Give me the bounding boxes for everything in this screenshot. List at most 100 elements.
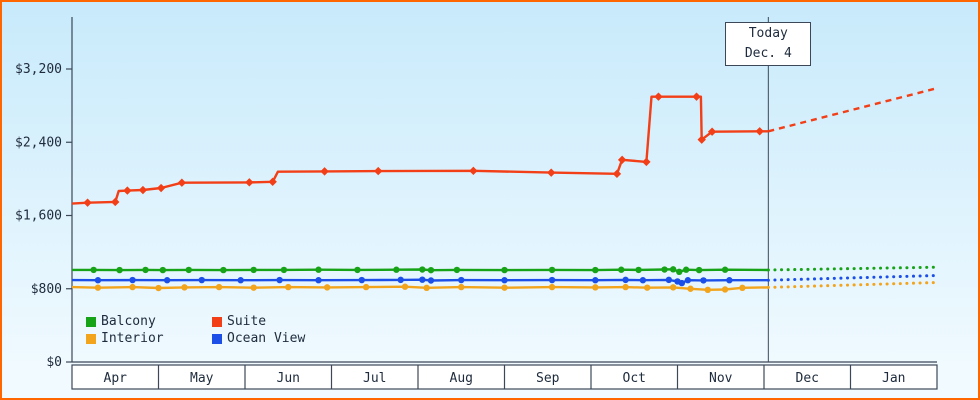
y-tick-label: $2,400 (15, 135, 62, 150)
marker-interior (285, 283, 292, 291)
marker-balcony (220, 266, 227, 274)
marker-ocean-view (397, 276, 404, 284)
legend-label-suite: Suite (227, 314, 267, 329)
series-line-suite (71, 95, 769, 205)
marker-ocean-view (419, 276, 426, 283)
marker-interior (548, 283, 556, 291)
marker-interior (458, 283, 465, 291)
marker-interior (94, 284, 102, 291)
marker-suite (642, 157, 651, 167)
marker-ocean-view (129, 276, 136, 284)
marker-balcony (280, 266, 288, 274)
marker-interior (622, 283, 629, 291)
marker-suite (111, 197, 120, 207)
month-label-apr: Apr (104, 371, 128, 386)
marker-interior (155, 284, 162, 292)
series-line-interior (71, 285, 769, 291)
y-tick-label: $3,200 (15, 62, 62, 77)
marker-suite (374, 166, 383, 176)
marker-suite (156, 183, 166, 193)
marker-suite (654, 92, 663, 101)
marker-suite (83, 198, 92, 207)
marker-balcony (185, 266, 192, 274)
month-label-jun: Jun (277, 371, 300, 386)
month-label-oct: Oct (623, 371, 646, 386)
series-forecast-balcony (766, 265, 939, 272)
legend-label-interior: Interior (101, 331, 164, 346)
month-label-sep: Sep (536, 371, 560, 386)
marker-interior (401, 283, 409, 290)
marker-suite (245, 178, 254, 187)
marker-balcony (90, 266, 97, 274)
series-forecast-suite (768, 87, 938, 133)
marker-suite (177, 178, 187, 187)
marker-suite (138, 185, 148, 195)
marker-ocean-view (678, 279, 686, 287)
marker-balcony (393, 266, 400, 273)
marker-balcony (676, 268, 683, 276)
month-label-jul: Jul (363, 371, 386, 386)
marker-balcony (116, 266, 123, 274)
marker-interior (181, 284, 188, 291)
marker-ocean-view (427, 277, 435, 284)
y-tick-label: $800 (31, 282, 62, 297)
marker-interior (739, 284, 746, 292)
legend-item-interior: Interior (86, 331, 212, 346)
marker-balcony (548, 266, 556, 274)
marker-interior (721, 286, 729, 293)
marker-suite (617, 155, 627, 165)
today-label-line2: Dec. 4 (744, 46, 792, 61)
marker-interior (215, 283, 223, 291)
marker-interior (250, 284, 257, 291)
marker-balcony (661, 266, 668, 273)
marker-interior (669, 284, 677, 291)
series-forecast-ocean-view (766, 274, 939, 282)
marker-ocean-view (726, 277, 733, 284)
legend-item-suite: Suite (212, 314, 305, 329)
marker-balcony (159, 266, 167, 274)
balcony-swatch-icon (86, 316, 96, 327)
marker-suite (697, 135, 706, 144)
marker-balcony (250, 266, 257, 274)
marker-balcony (501, 266, 508, 274)
month-label-nov: Nov (709, 371, 733, 386)
y-tick-label: $1,600 (15, 209, 62, 224)
suite-swatch-icon (212, 316, 222, 327)
today-marker-label: Today Dec. 4 (725, 22, 812, 66)
marker-interior (129, 283, 136, 291)
marker-suite (268, 177, 277, 187)
month-label-aug: Aug (450, 371, 473, 386)
legend-label-balcony: Balcony (101, 314, 156, 329)
series-forecast-interior (766, 281, 939, 289)
marker-interior (704, 286, 711, 294)
marker-interior (687, 285, 694, 292)
marker-balcony (427, 266, 435, 274)
marker-interior (644, 284, 651, 291)
marker-interior (323, 284, 331, 291)
marker-suite (755, 127, 764, 136)
legend-item-ocean-view: Ocean View (212, 331, 305, 346)
marker-interior (592, 284, 599, 291)
today-label-line1: Today (748, 26, 788, 41)
marker-suite (707, 127, 717, 136)
marker-ocean-view (622, 276, 629, 284)
legend-label-ocean-view: Ocean View (227, 331, 306, 346)
marker-ocean-view (315, 277, 322, 284)
marker-balcony (453, 266, 461, 274)
marker-balcony (669, 266, 677, 273)
marker-ocean-view (501, 277, 508, 284)
marker-ocean-view (684, 277, 692, 284)
marker-ocean-view (665, 276, 673, 284)
marker-balcony (682, 266, 690, 273)
marker-ocean-view (237, 277, 244, 284)
marker-ocean-view (163, 277, 171, 284)
month-label-may: May (190, 371, 214, 386)
marker-ocean-view (458, 276, 465, 284)
marker-interior (501, 284, 508, 291)
marker-suite (123, 186, 132, 195)
marker-ocean-view (700, 277, 707, 284)
legend-item-balcony: Balcony (86, 314, 212, 329)
marker-balcony (315, 266, 322, 273)
marker-interior (423, 284, 430, 292)
y-tick-label: $0 (46, 355, 62, 370)
